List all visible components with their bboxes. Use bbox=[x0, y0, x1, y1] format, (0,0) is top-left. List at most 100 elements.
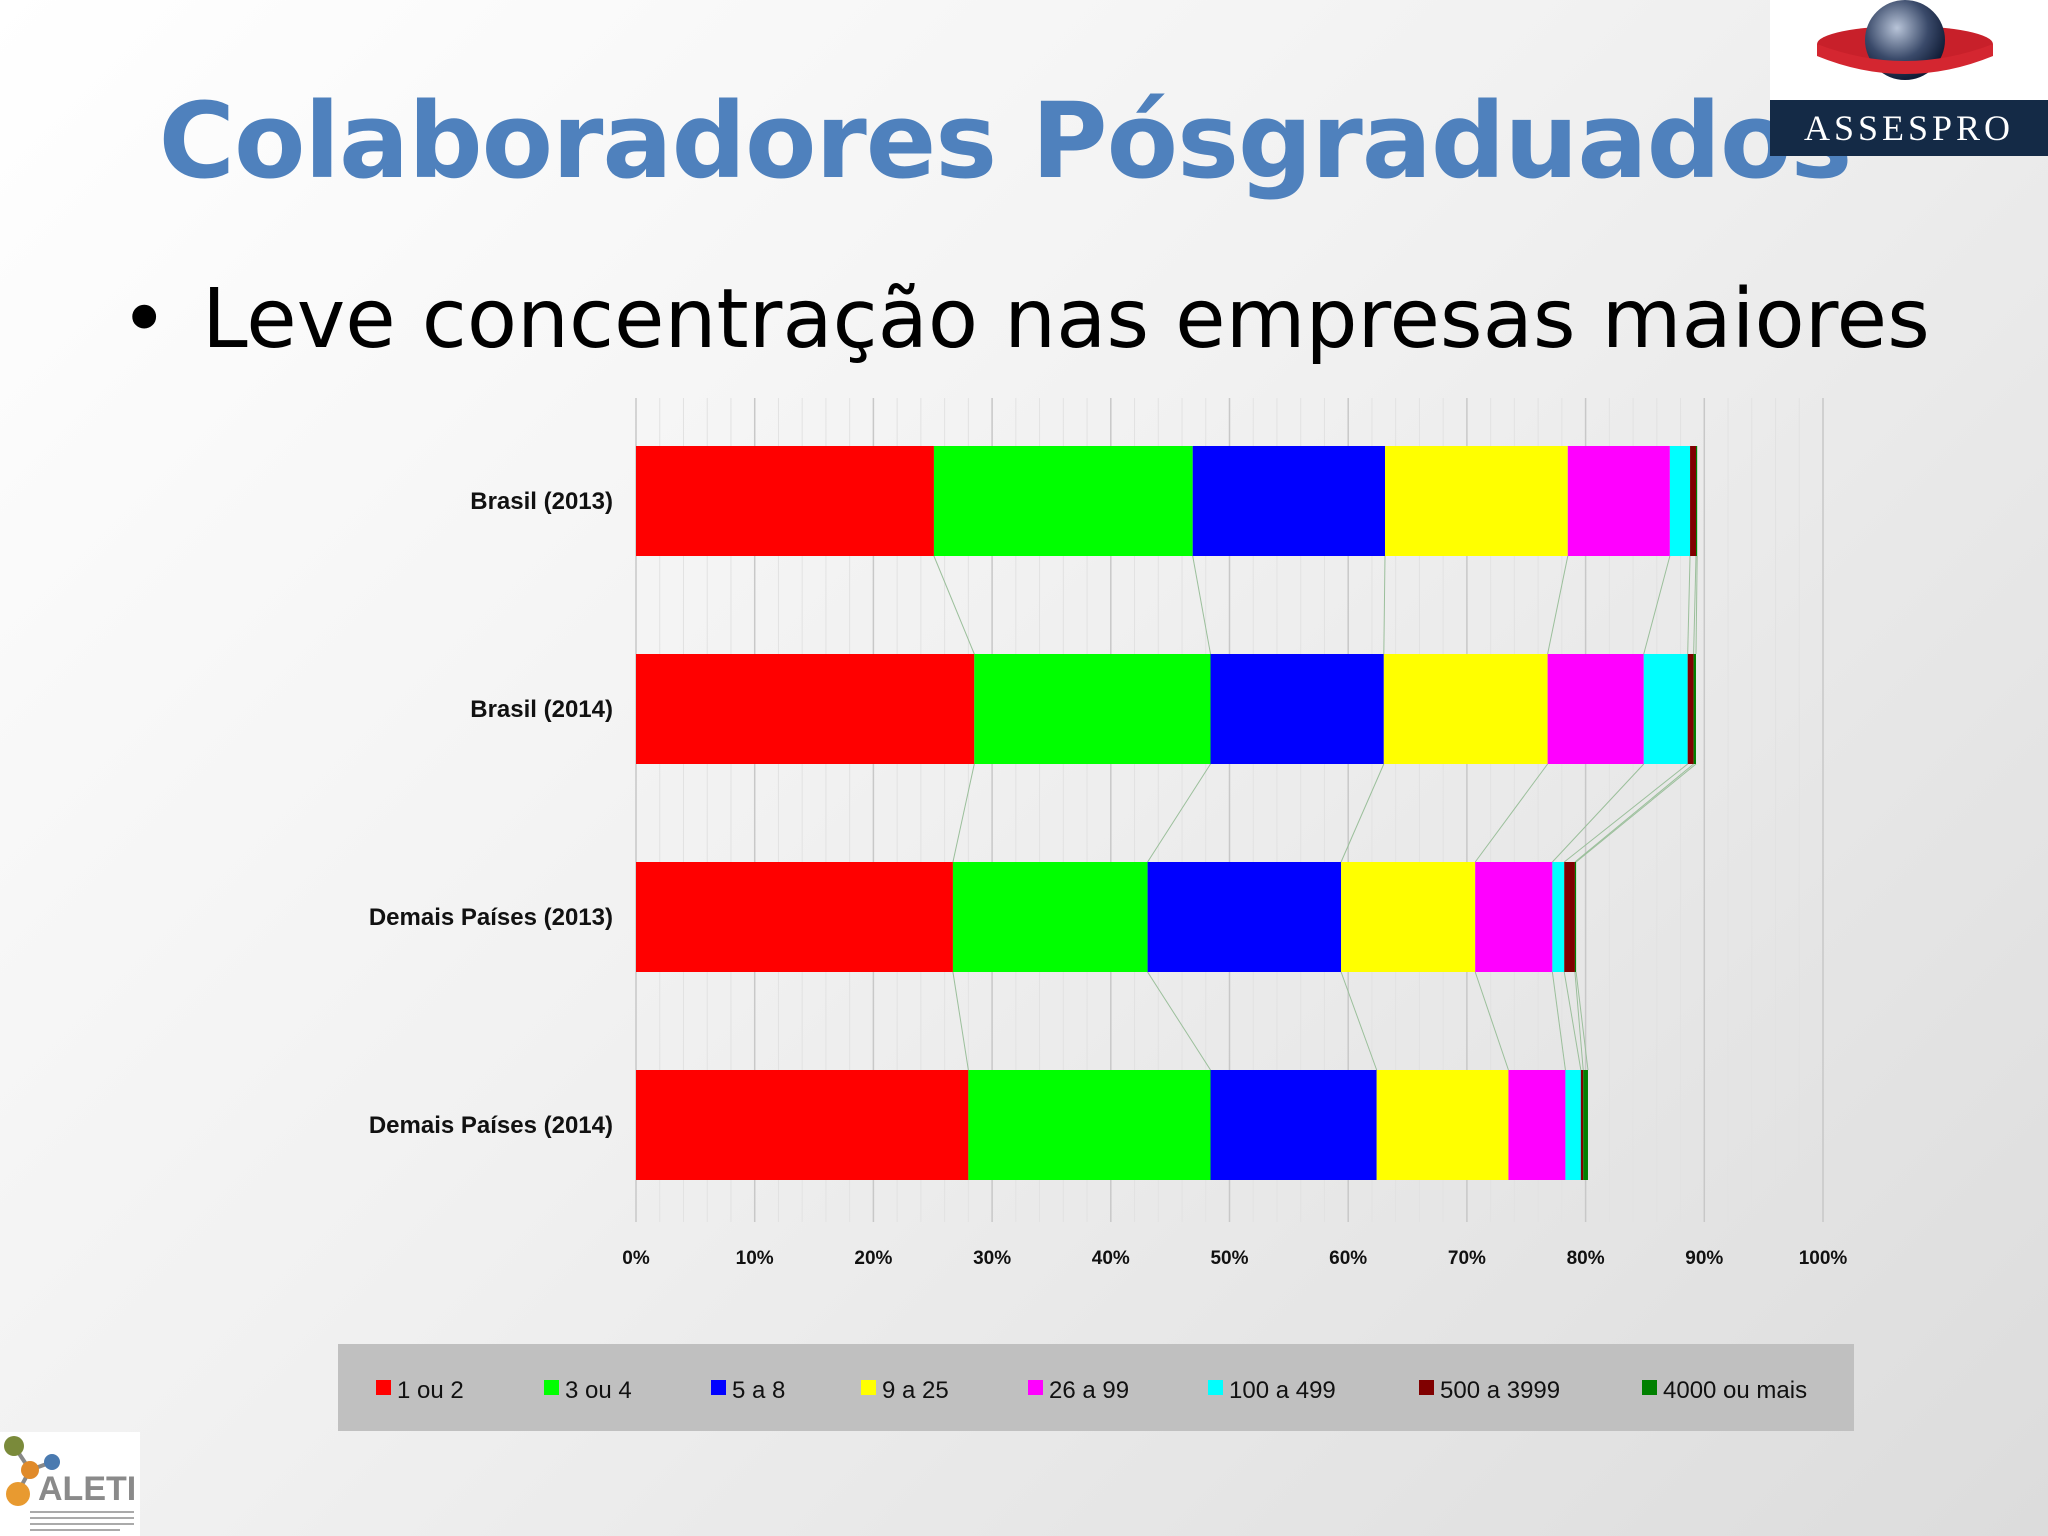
bar-segment bbox=[1567, 446, 1670, 556]
legend-label: 4000 ou mais bbox=[1663, 1377, 1807, 1404]
bar-segment bbox=[1574, 862, 1577, 972]
bar-segment bbox=[933, 446, 1193, 556]
series-line bbox=[933, 555, 975, 655]
bar-segment bbox=[974, 654, 1211, 764]
x-tick-label: 50% bbox=[1210, 1248, 1248, 1269]
series-line bbox=[1687, 555, 1691, 655]
legend-box bbox=[338, 1344, 1854, 1431]
legend-swatch bbox=[1419, 1380, 1434, 1395]
aleti-logo: ALETI bbox=[0, 1432, 140, 1536]
legend-swatch bbox=[861, 1380, 876, 1395]
series-line bbox=[1474, 971, 1509, 1071]
category-labels: Brasil (2013) Brasil (2014) Demais Países … bbox=[369, 488, 613, 1139]
series-line bbox=[1551, 763, 1645, 863]
series-line bbox=[1192, 555, 1212, 655]
x-tick-label: 0% bbox=[622, 1248, 650, 1269]
bar-segment bbox=[1192, 446, 1385, 556]
legend-swatch bbox=[1642, 1380, 1657, 1395]
bar-segment bbox=[1552, 862, 1565, 972]
bar-segment bbox=[1669, 446, 1691, 556]
series-line bbox=[1575, 971, 1589, 1071]
bar-segment bbox=[1643, 654, 1688, 764]
series-lines bbox=[933, 555, 1698, 1071]
series-line bbox=[1563, 763, 1688, 863]
bar-segment bbox=[1695, 446, 1698, 556]
assespro-logo: ASSESPRO bbox=[1770, 0, 2048, 156]
x-tick-label: 90% bbox=[1685, 1248, 1723, 1269]
x-tick-label: 70% bbox=[1448, 1248, 1486, 1269]
series-line bbox=[1551, 971, 1566, 1071]
category-label: Brasil (2013) bbox=[470, 488, 613, 515]
legend-label: 500 a 3999 bbox=[1440, 1377, 1560, 1404]
series-line bbox=[1563, 971, 1582, 1071]
bar-segment bbox=[1693, 654, 1696, 764]
legend-swatch bbox=[711, 1380, 726, 1395]
series-line bbox=[1383, 555, 1386, 655]
legend-label: 5 a 8 bbox=[732, 1377, 785, 1404]
legend-label: 3 ou 4 bbox=[565, 1377, 632, 1404]
bar-segment bbox=[968, 1070, 1211, 1180]
assespro-logo-text: ASSESPRO bbox=[1804, 108, 2014, 148]
bar-segment bbox=[1687, 654, 1694, 764]
series-line bbox=[1340, 763, 1385, 863]
series-line bbox=[952, 971, 969, 1071]
bar-segment bbox=[636, 1070, 969, 1180]
legend-label: 100 a 499 bbox=[1229, 1377, 1336, 1404]
bar-segment bbox=[1210, 654, 1384, 764]
legend-label: 1 ou 2 bbox=[397, 1377, 464, 1404]
category-label: Brasil (2014) bbox=[470, 696, 613, 723]
series-line bbox=[1575, 763, 1697, 863]
series-line bbox=[1693, 555, 1697, 655]
bar-segment bbox=[1147, 862, 1342, 972]
chart-legend: 1 ou 2 3 ou 4 5 a 8 9 a 25 26 a 99 100 a 499 5… bbox=[338, 1344, 1854, 1431]
x-tick-label: 30% bbox=[973, 1248, 1011, 1269]
slide-title: Colaboradores Pósgraduados bbox=[158, 80, 1853, 202]
x-tick-label: 80% bbox=[1567, 1248, 1605, 1269]
bullet-icon: • bbox=[120, 272, 169, 367]
legend-swatch bbox=[544, 1380, 559, 1395]
bar-segment bbox=[1383, 654, 1548, 764]
x-tick-label: 100% bbox=[1799, 1248, 1848, 1269]
bar-segment bbox=[952, 862, 1148, 972]
bar-segment bbox=[636, 446, 934, 556]
chart-bars bbox=[636, 446, 1698, 1180]
series-line bbox=[952, 763, 975, 863]
bar-segment bbox=[1564, 862, 1575, 972]
series-line bbox=[1574, 971, 1584, 1071]
aleti-logo-text: ALETI bbox=[38, 1470, 136, 1508]
bar-segment bbox=[1583, 1070, 1588, 1180]
x-axis-ticks: 0% 10% 20% 30% 40% 50% 60% 70% 80% 90% 100% bbox=[622, 1248, 1847, 1269]
series-line bbox=[1147, 971, 1211, 1071]
legend-label: 9 a 25 bbox=[882, 1377, 949, 1404]
bar-segment bbox=[1508, 1070, 1566, 1180]
bar-segment bbox=[1690, 446, 1696, 556]
bar-segment bbox=[636, 862, 953, 972]
series-line bbox=[1547, 555, 1569, 655]
x-tick-label: 60% bbox=[1329, 1248, 1367, 1269]
series-line bbox=[1340, 971, 1378, 1071]
bar-segment bbox=[1565, 1070, 1581, 1180]
series-line bbox=[1474, 763, 1549, 863]
legend-swatch bbox=[1028, 1380, 1043, 1395]
bar-segment bbox=[1384, 446, 1568, 556]
bar-segment bbox=[1210, 1070, 1377, 1180]
series-line bbox=[1574, 763, 1694, 863]
bar-segment bbox=[636, 654, 975, 764]
series-line bbox=[1147, 763, 1211, 863]
bar-segment bbox=[1547, 654, 1644, 764]
series-line bbox=[1695, 555, 1698, 655]
bullet-text: Leve concentração nas empresas maiores bbox=[202, 272, 1930, 367]
x-tick-label: 40% bbox=[1092, 1248, 1130, 1269]
x-tick-label: 10% bbox=[736, 1248, 774, 1269]
category-label: Demais Países (2014) bbox=[369, 1112, 613, 1139]
bar-segment bbox=[1580, 1070, 1584, 1180]
bar-segment bbox=[1376, 1070, 1509, 1180]
legend-swatch bbox=[376, 1380, 391, 1395]
legend-swatch bbox=[1208, 1380, 1223, 1395]
x-tick-label: 20% bbox=[854, 1248, 892, 1269]
bar-segment bbox=[1475, 862, 1553, 972]
legend-label: 26 a 99 bbox=[1049, 1377, 1129, 1404]
bar-segment bbox=[1341, 862, 1476, 972]
category-label: Demais Países (2013) bbox=[369, 904, 613, 931]
